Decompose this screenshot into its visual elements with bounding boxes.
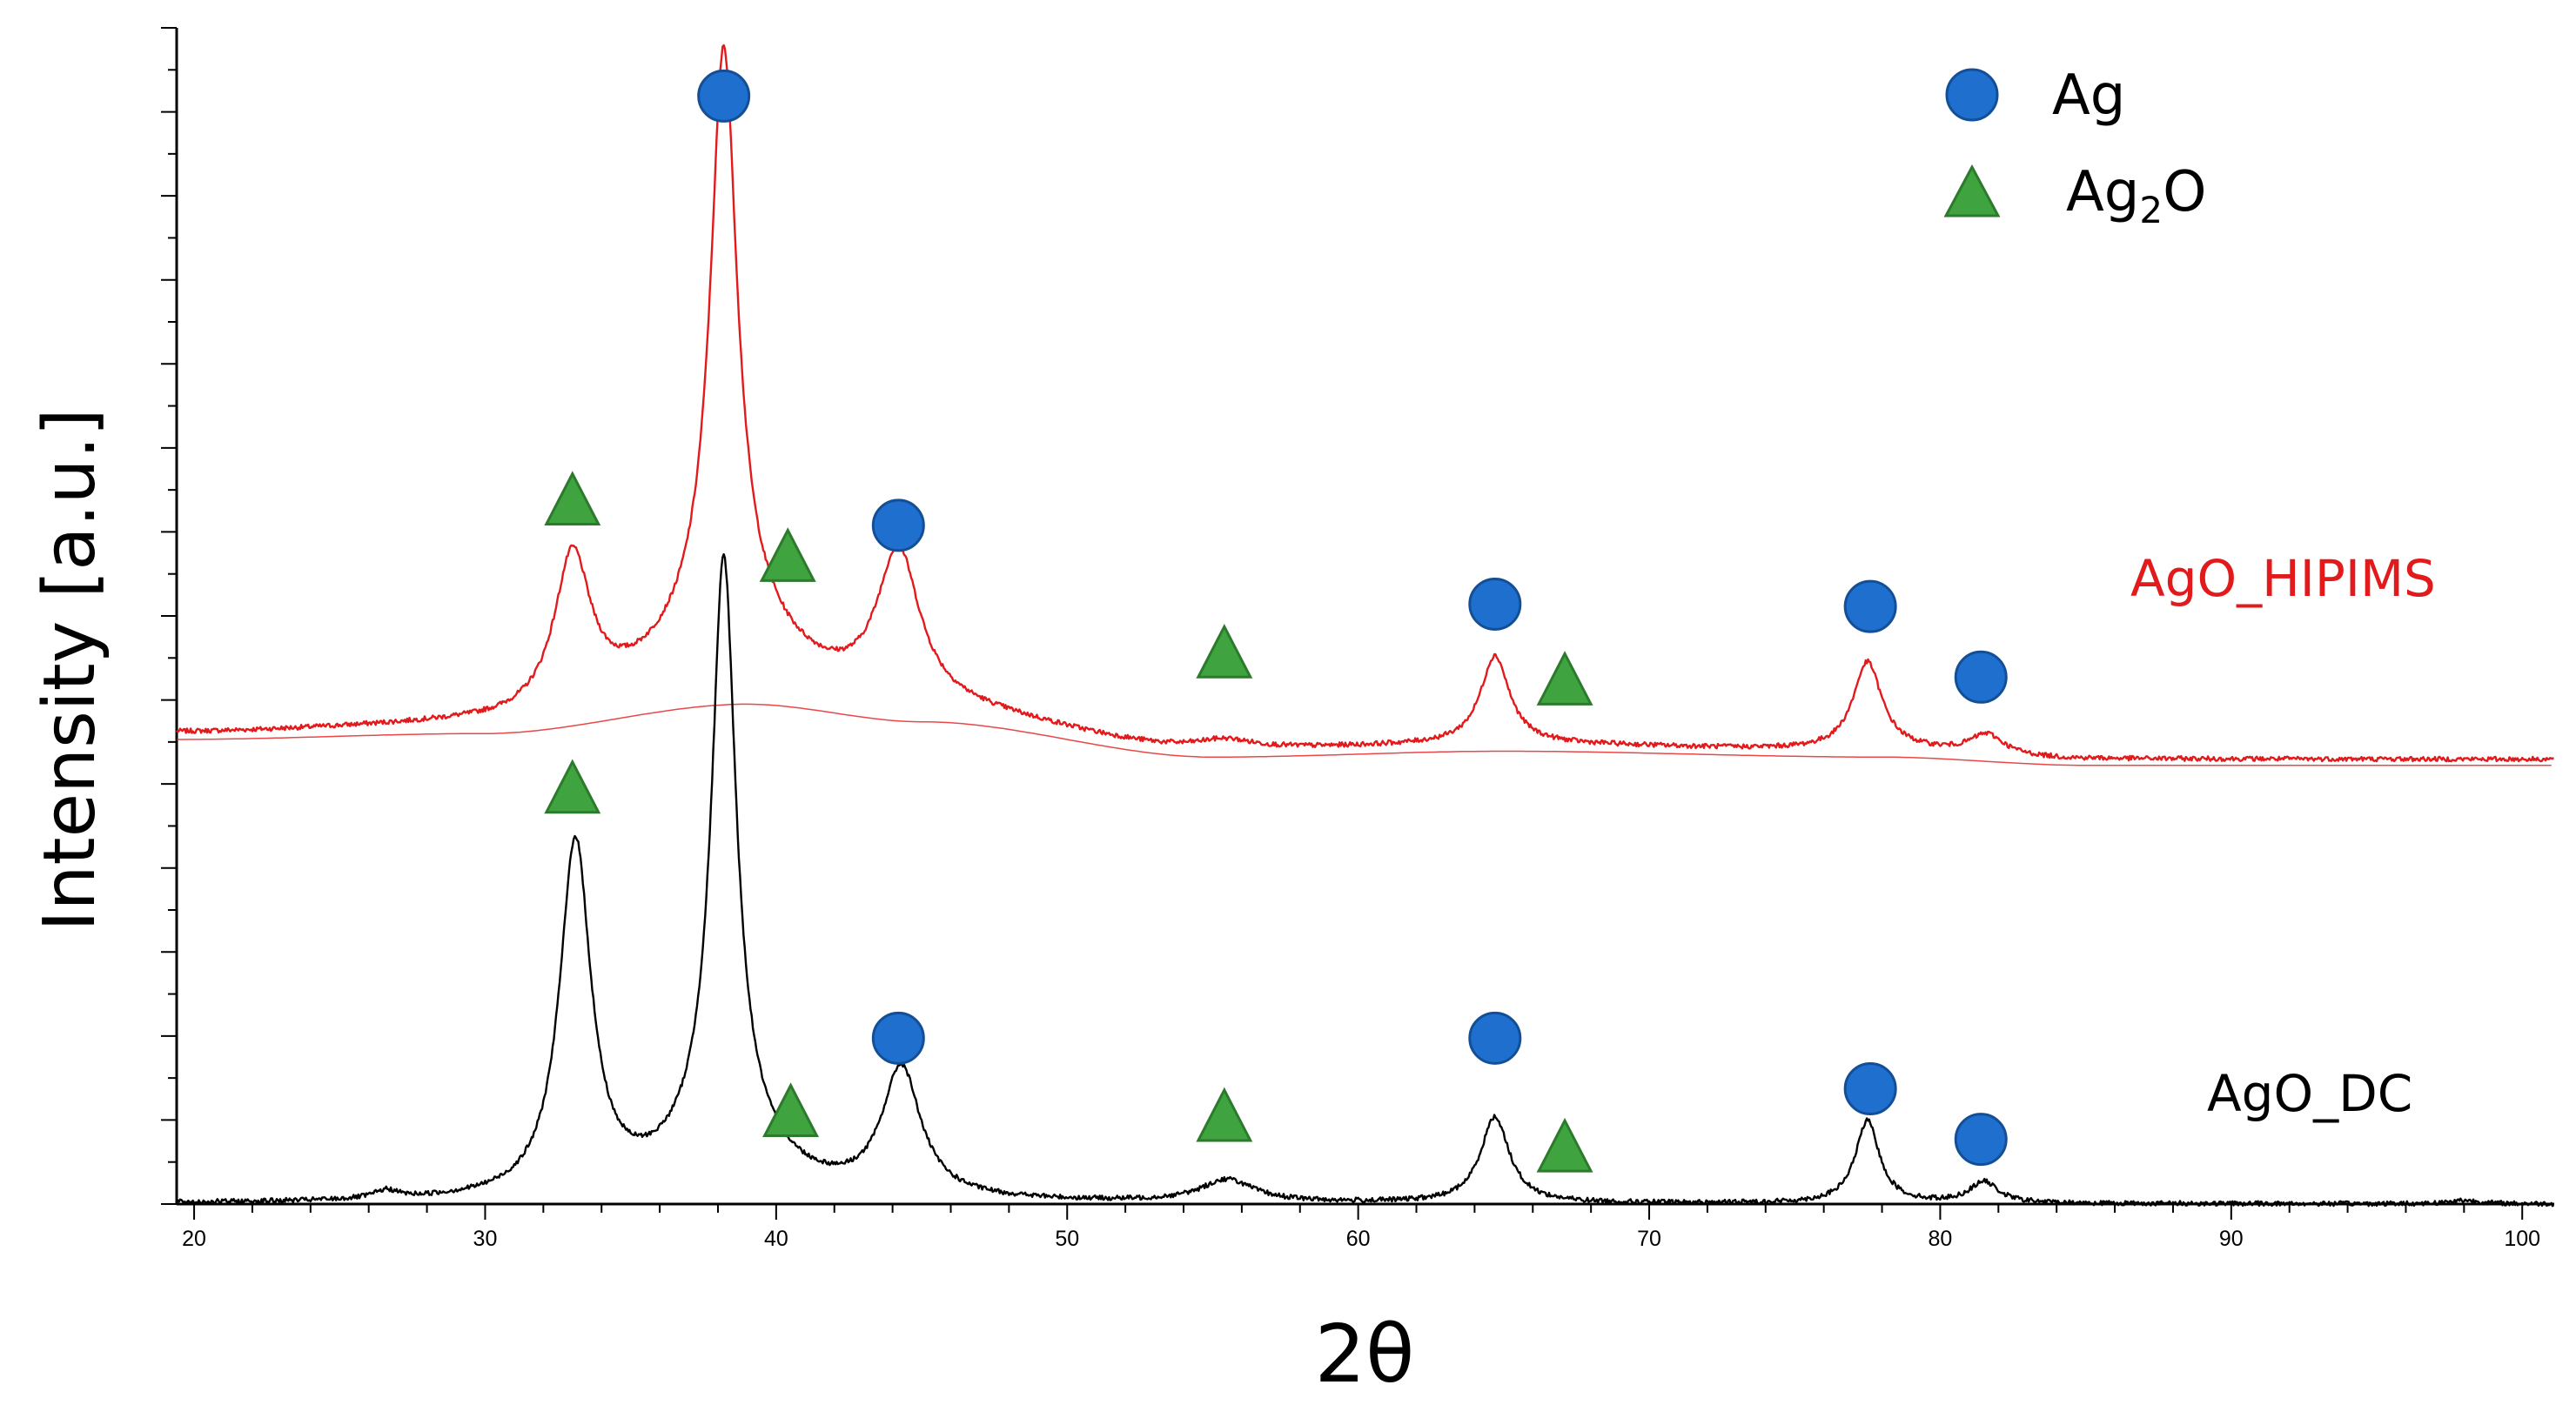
ag-marker <box>1843 1062 1897 1116</box>
x-tick-label: 90 <box>2219 1227 2244 1251</box>
curves <box>175 43 2555 1208</box>
ag-marker <box>1468 577 1522 631</box>
x-tick-label: 100 <box>2504 1227 2540 1251</box>
hipims-background-fit <box>177 703 2552 766</box>
x-tick-label: 70 <box>1637 1227 1661 1251</box>
ag-marker <box>1954 650 2008 704</box>
y-ticks <box>161 27 177 1205</box>
ag-marker <box>1843 579 1897 633</box>
series-line-ago_hipims <box>176 43 2555 763</box>
x-tick-label: 50 <box>1055 1227 1079 1251</box>
legend-ag-label: Ag <box>2052 64 2125 128</box>
ag2o-marker <box>1536 1117 1593 1173</box>
ag2o-marker <box>1196 623 1253 679</box>
ag2o-marker <box>544 471 601 526</box>
x-tick-label: 80 <box>1929 1227 1953 1251</box>
ag-marker <box>871 1011 925 1065</box>
legend-ag-marker <box>1945 68 1999 122</box>
legend-ag2o-subscript: 2 <box>2139 189 2163 231</box>
x-tick-label: 40 <box>764 1227 788 1251</box>
x-tick-label: 20 <box>182 1227 206 1251</box>
legend: Ag Ag2O <box>1943 64 2207 231</box>
ag-marker <box>1954 1113 2008 1167</box>
legend-ag2o-label: Ag2O <box>2066 160 2207 231</box>
legend-ag2o-marker <box>1943 164 2001 217</box>
ag-marker <box>1468 1011 1522 1065</box>
ag2o-marker <box>1536 651 1593 706</box>
x-tick-labels: 20 30 40 50 60 70 80 90 100 <box>182 1227 2540 1251</box>
ag2o-marker <box>544 759 601 814</box>
ag-marker <box>697 69 751 123</box>
ag2o-marker <box>762 1082 820 1138</box>
series-label-dc: AgO_DC <box>2207 1064 2412 1123</box>
ag-marker <box>871 498 925 552</box>
x-axis-title: 2θ <box>1315 1308 1415 1401</box>
ag2o-marker <box>1196 1087 1253 1142</box>
ag2o-marker <box>759 527 816 582</box>
series-label-hipims: AgO_HIPIMS <box>2130 549 2436 608</box>
series-line-ago_dc <box>175 552 2554 1208</box>
y-axis-title: Intensity [a.u.] <box>29 408 111 931</box>
x-tick-label: 60 <box>1346 1227 1371 1251</box>
x-tick-label: 30 <box>473 1227 498 1251</box>
phase-markers <box>544 69 2008 1173</box>
x-ticks <box>193 1204 2524 1220</box>
